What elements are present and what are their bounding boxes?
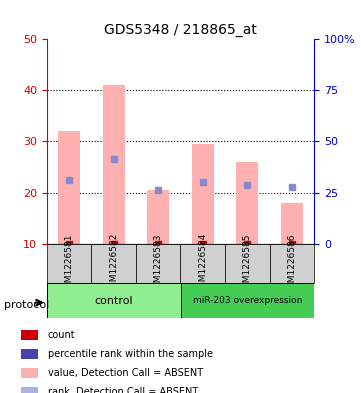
Bar [280, 203, 303, 244]
Text: GSM1226583: GSM1226583 [154, 233, 163, 294]
FancyBboxPatch shape [91, 244, 136, 283]
Text: miR-203 overexpression: miR-203 overexpression [193, 296, 302, 305]
Bar [21, 349, 38, 359]
Bar [21, 387, 38, 393]
Text: percentile rank within the sample: percentile rank within the sample [48, 349, 213, 359]
Text: value, Detection Call = ABSENT: value, Detection Call = ABSENT [48, 368, 203, 378]
FancyBboxPatch shape [136, 244, 180, 283]
Bar [192, 144, 214, 244]
Bar [103, 85, 125, 244]
FancyBboxPatch shape [270, 244, 314, 283]
Text: GSM1226584: GSM1226584 [198, 233, 207, 294]
Text: GSM1226582: GSM1226582 [109, 233, 118, 294]
Bar [21, 368, 38, 378]
FancyBboxPatch shape [47, 283, 180, 318]
FancyBboxPatch shape [47, 244, 91, 283]
FancyBboxPatch shape [180, 283, 314, 318]
Bar [58, 131, 80, 244]
Text: GSM1226586: GSM1226586 [287, 233, 296, 294]
Text: GSM1226585: GSM1226585 [243, 233, 252, 294]
Bar [236, 162, 258, 244]
Text: count: count [48, 330, 75, 340]
Bar [147, 190, 169, 244]
Text: GSM1226581: GSM1226581 [65, 233, 74, 294]
Text: control: control [95, 296, 133, 306]
FancyBboxPatch shape [180, 244, 225, 283]
Text: protocol: protocol [4, 299, 49, 310]
Bar [21, 330, 38, 340]
Text: rank, Detection Call = ABSENT: rank, Detection Call = ABSENT [48, 387, 198, 393]
Title: GDS5348 / 218865_at: GDS5348 / 218865_at [104, 23, 257, 37]
FancyBboxPatch shape [225, 244, 270, 283]
